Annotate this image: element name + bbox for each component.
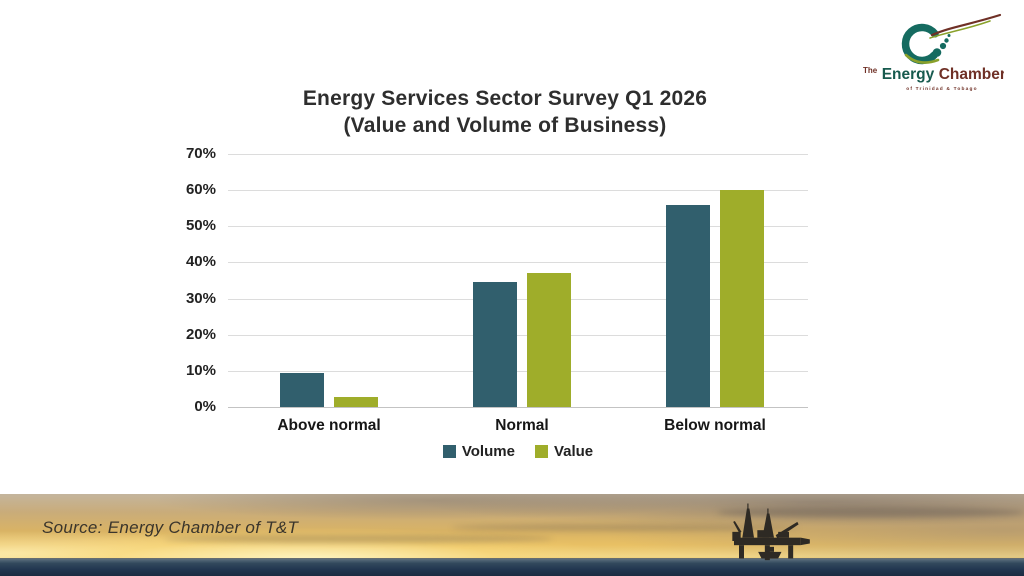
logo-swirl-icon: [901, 13, 1002, 65]
logo-tagline: of Trinidad & Tobago: [906, 86, 978, 92]
legend-item-volume: Volume: [442, 443, 515, 460]
gridline: [228, 190, 808, 191]
y-axis-tick-label: 60%: [185, 181, 216, 198]
footer-photo-banner: Source: Energy Chamber of T&T: [0, 494, 1024, 576]
legend-swatch-icon: [442, 445, 456, 458]
y-axis-tick-label: 20%: [185, 326, 216, 343]
logo-wordmark: The Energy Chamber: [863, 60, 1004, 83]
gridline: [228, 226, 808, 227]
legend-label: Volume: [461, 443, 515, 460]
y-axis-tick-label: 30%: [185, 290, 216, 307]
gridline: [228, 335, 808, 336]
chart-title-line1: Energy Services Sector Survey Q1 2026: [302, 87, 708, 110]
y-axis-tick-label: 10%: [185, 362, 216, 379]
x-axis-category-label: Above normal: [277, 417, 381, 434]
gridline: [228, 299, 808, 300]
bar-value-above-normal: [334, 397, 378, 407]
ocean-image: [0, 558, 1024, 576]
legend-swatch-icon: [534, 445, 548, 458]
cloud-streak: [716, 507, 1024, 519]
cloud-streak: [163, 535, 553, 543]
legend-label: Value: [553, 443, 594, 460]
source-caption: Source: Energy Chamber of T&T: [42, 518, 299, 537]
y-axis-tick-label: 70%: [185, 145, 216, 162]
logo-word-the: The: [863, 66, 878, 75]
gridline: [228, 262, 808, 263]
legend: Volume Value: [228, 443, 808, 460]
cloud-streak: [450, 523, 799, 531]
plot-area: 0% 10% 20% 30% 40% 50% 60% 70% Above normal Norma…: [186, 145, 808, 460]
gridline: [228, 154, 808, 155]
bar-value-below-normal: [720, 190, 764, 407]
x-axis-category-label: Normal: [495, 417, 549, 434]
logo-word-energy: Energy: [882, 66, 935, 83]
y-axis-tick-label: 0%: [194, 398, 216, 415]
bar-volume-below-normal: [666, 205, 710, 407]
energy-chamber-logo: The Energy Chamber of Trinidad & Tobago: [863, 13, 1004, 92]
y-axis-tick-label: 40%: [185, 253, 216, 270]
logo-word-chamber: Chamber: [939, 66, 1004, 83]
gridline: [228, 407, 808, 408]
gridline: [228, 371, 808, 372]
x-axis-category-label: Below normal: [664, 417, 766, 434]
oil-rig-silhouette-icon: [732, 503, 810, 561]
y-axis-tick-label: 50%: [185, 217, 216, 234]
bar-value-normal: [527, 273, 571, 407]
bar-volume-normal: [473, 282, 517, 407]
legend-item-value: Value: [534, 443, 594, 460]
chart-title-line2: (Value and Volume of Business): [343, 113, 667, 137]
bar-volume-above-normal: [280, 373, 324, 407]
chart-title: Energy Services Sector Survey Q1 2026 (V…: [180, 86, 830, 140]
